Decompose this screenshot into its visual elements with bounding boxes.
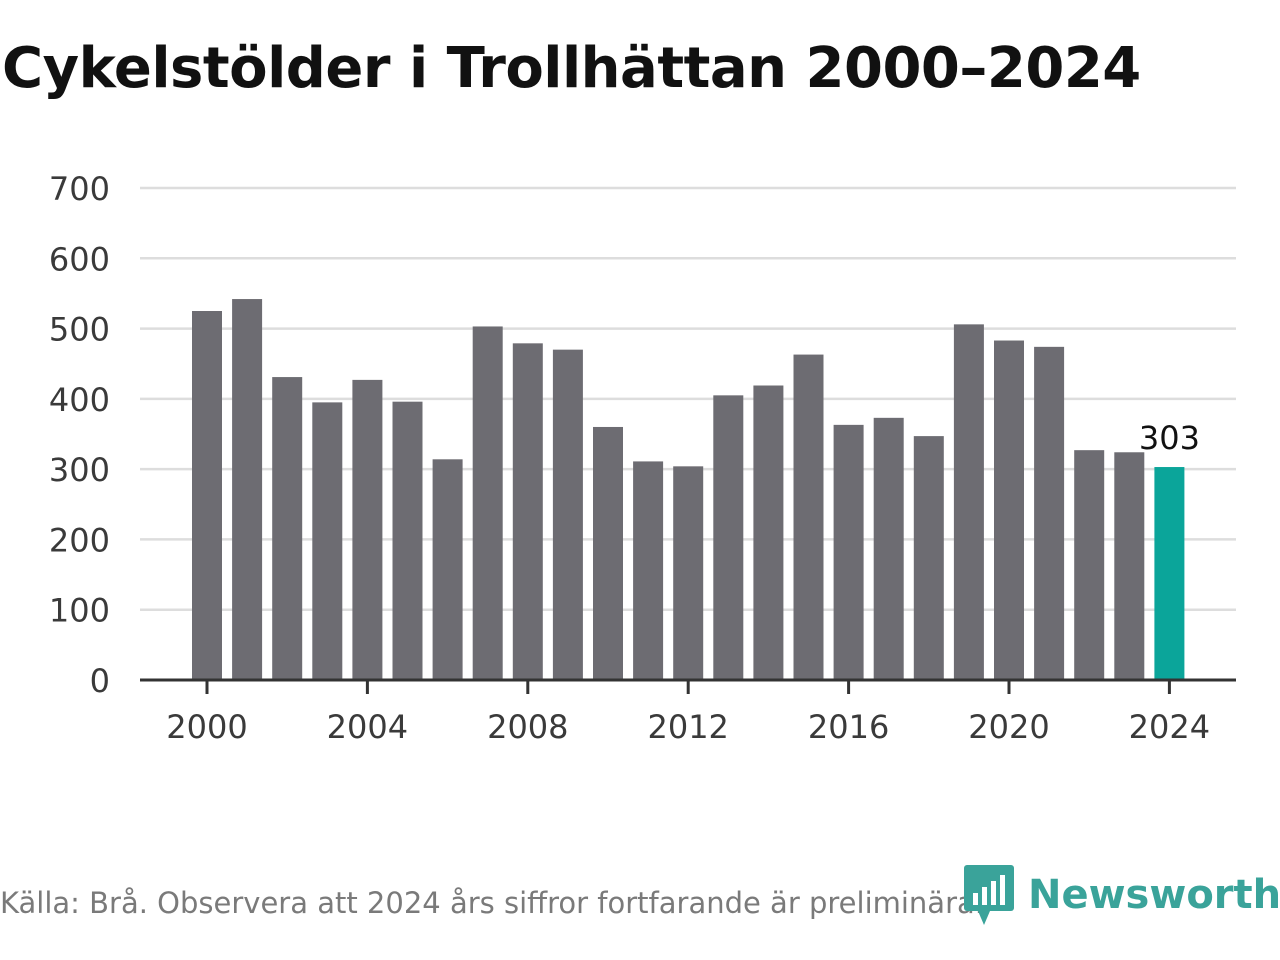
bar <box>192 311 222 680</box>
y-tick-label: 400 <box>49 381 110 419</box>
bars <box>192 299 1185 680</box>
chart-title: Cykelstölder i Trollhättan 2000–2024 <box>2 36 1141 101</box>
bar <box>713 395 744 680</box>
bar <box>432 459 463 680</box>
y-tick-label: 300 <box>49 451 110 489</box>
y-tick-label: 600 <box>49 240 110 278</box>
x-tick-label: 2016 <box>808 708 889 746</box>
bar <box>312 402 343 680</box>
x-tick-label: 2008 <box>487 708 568 746</box>
y-axis-tick-labels: 0 100 200 300 400 500 600 700 <box>49 170 110 700</box>
x-tick-label: 2004 <box>327 708 408 746</box>
bar <box>552 349 583 680</box>
y-tick-label: 700 <box>49 170 110 208</box>
x-tick-label: 2020 <box>968 708 1049 746</box>
bar <box>272 377 303 680</box>
bar <box>392 401 423 680</box>
bar <box>673 466 704 680</box>
newsworthy-logo-icon <box>964 865 1014 925</box>
bar <box>633 461 664 680</box>
bar <box>1074 450 1105 680</box>
bar <box>232 299 263 680</box>
bar <box>953 324 984 680</box>
bar <box>1114 452 1145 680</box>
newsworthy-logo: Newsworthy <box>964 862 1280 928</box>
y-tick-label: 200 <box>49 521 110 559</box>
bar-highlight <box>1154 467 1185 680</box>
x-tick-label: 2000 <box>166 708 247 746</box>
bar <box>793 354 824 680</box>
data-labels: 303 <box>1139 419 1200 457</box>
y-tick-label: 100 <box>49 592 110 630</box>
bar <box>472 326 503 680</box>
bar <box>753 385 784 680</box>
source-note: Källa: Brå. Observera att 2024 års siffr… <box>0 886 984 920</box>
bar <box>352 379 383 680</box>
bar <box>833 424 864 680</box>
data-label-2024: 303 <box>1139 419 1200 457</box>
bar <box>593 426 623 680</box>
x-tick-label: 2012 <box>647 708 728 746</box>
x-tick-label: 2024 <box>1129 708 1210 746</box>
y-tick-label: 500 <box>49 311 110 349</box>
x-axis: 2000 2004 2008 2012 2016 2020 2024 <box>140 678 1236 746</box>
bar <box>913 436 944 680</box>
y-tick-label: 0 <box>90 662 110 700</box>
bar <box>994 340 1024 680</box>
bar <box>873 417 904 680</box>
brand-name: Newsworthy <box>1028 872 1280 918</box>
bar <box>512 343 543 680</box>
bar <box>1034 346 1065 680</box>
